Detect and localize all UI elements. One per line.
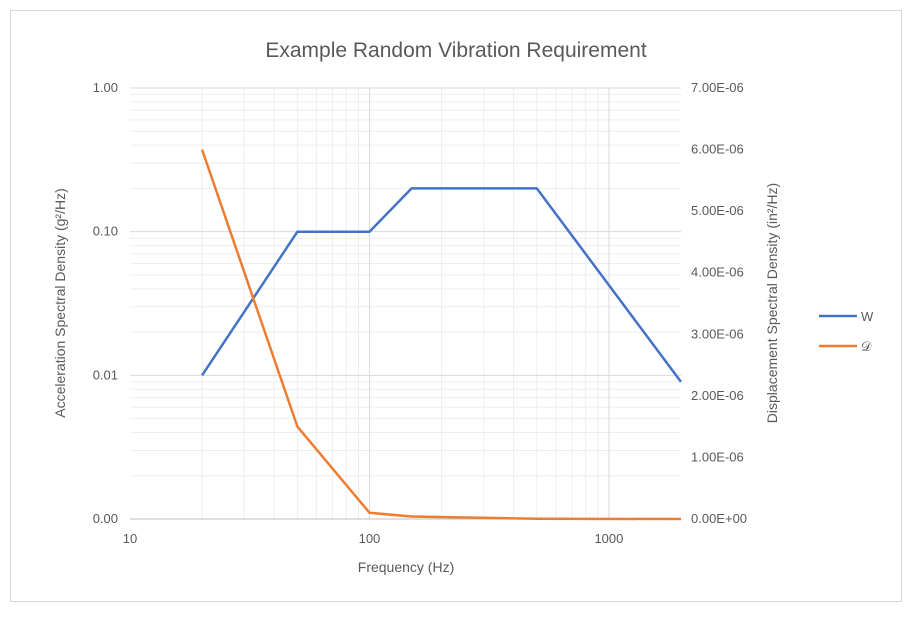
- series-line-1: [201, 187, 683, 383]
- right-tick-label: 1.00E-06: [691, 449, 744, 464]
- right-tick-label: 7.00E-06: [691, 80, 744, 95]
- chart-title: Example Random Vibration Requirement: [265, 39, 646, 62]
- right-tick-label: 0.00E+00: [691, 511, 747, 526]
- right-tick-label: 6.00E-06: [691, 142, 744, 157]
- left-tick-label: 0.10: [93, 224, 118, 239]
- right-axis-title: Displacement Spectral Density (in²/Hz): [764, 183, 780, 423]
- chart-svg: Example Random Vibration Requirement 10 1…: [52, 39, 874, 575]
- minor-gridlines: [130, 88, 681, 519]
- right-axis-ticks: 0.00E+00 1.00E-06 2.00E-06 3.00E-06 4.00E-06…: [691, 80, 747, 526]
- legend: W𝒟: [819, 309, 874, 354]
- left-tick-label: 0.01: [93, 367, 118, 382]
- left-axis-title: Acceleration Spectral Density (g²/Hz): [52, 188, 68, 418]
- right-tick-label: 2.00E-06: [691, 388, 744, 403]
- right-tick-label: 4.00E-06: [691, 265, 744, 280]
- x-tick-label: 10: [123, 531, 137, 546]
- x-axis-title: Frequency (Hz): [358, 559, 454, 575]
- chart-frame: Example Random Vibration Requirement 10 1…: [10, 10, 902, 602]
- left-tick-label: 1.00: [93, 80, 118, 95]
- right-tick-label: 3.00E-06: [691, 326, 744, 341]
- series-line-2: [200, 149, 682, 521]
- series-layer: [200, 149, 683, 521]
- x-axis-ticks: 10 100 1000: [123, 531, 624, 546]
- left-tick-label: 0.00: [93, 511, 118, 526]
- x-tick-label: 1000: [594, 531, 623, 546]
- legend-label-2: 𝒟: [861, 339, 872, 354]
- left-axis-ticks: 0.00 0.01 0.10 1.00: [93, 80, 118, 526]
- legend-label-1: W: [861, 309, 874, 324]
- x-tick-label: 100: [359, 531, 381, 546]
- right-tick-label: 5.00E-06: [691, 203, 744, 218]
